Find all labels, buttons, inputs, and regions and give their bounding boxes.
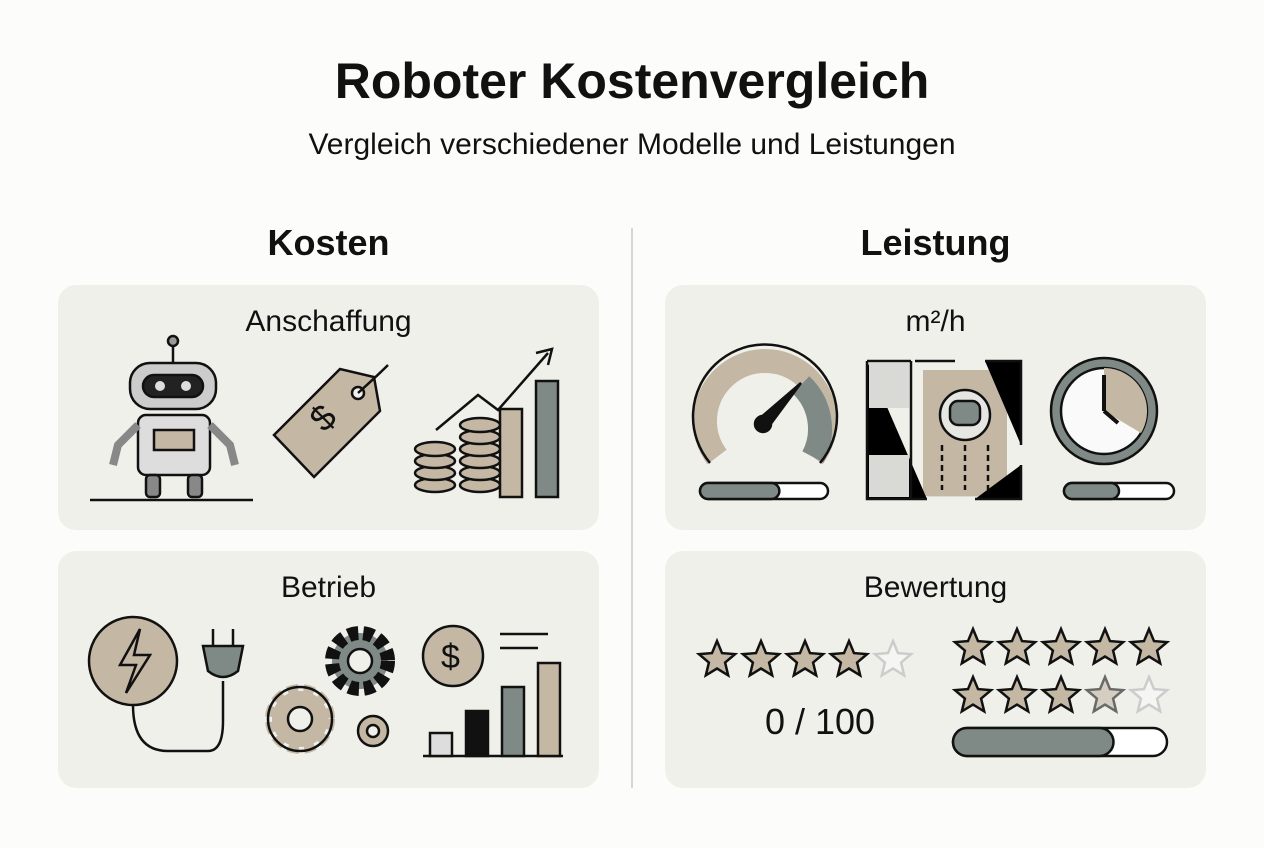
clock-progress-fill <box>1062 481 1121 501</box>
column-divider <box>631 228 633 788</box>
star-filled-icon <box>827 637 871 679</box>
card-area-rate: m²/h <box>665 285 1206 530</box>
clock-icon <box>1049 356 1176 501</box>
star-filled-icon <box>995 625 1039 667</box>
card-rating: Bewertung 0 / 100 <box>665 551 1206 788</box>
rating-progress-fill <box>951 726 1115 758</box>
star-empty-icon <box>1127 673 1171 715</box>
svg-text:$: $ <box>441 638 460 676</box>
card-title: Bewertung <box>863 571 1008 604</box>
speed-progress-fill <box>698 481 781 501</box>
page-subtitle: Vergleich verschiedener Modelle und Leis… <box>308 128 956 161</box>
star-filled-icon <box>1039 673 1083 715</box>
star-filled-icon <box>695 637 739 679</box>
coins-growth-chart-icon <box>413 347 560 499</box>
page-title: Roboter Kostenvergleich <box>334 53 930 109</box>
performance-heading: Leistung <box>860 222 1011 263</box>
star-filled-icon <box>951 673 995 715</box>
card-operation: Betrieb $ <box>58 551 599 788</box>
costs-heading: Kosten <box>267 222 390 263</box>
star-filled-icon <box>1039 625 1083 667</box>
star-filled-icon <box>739 637 783 679</box>
price-tag-icon: $ <box>272 364 389 479</box>
star-empty-icon <box>871 637 915 679</box>
star-filled-icon <box>995 673 1039 715</box>
speedometer-icon <box>691 343 839 501</box>
gears-icon <box>265 626 395 754</box>
star-filled-icon <box>951 625 995 667</box>
dollar-bar-chart-icon: $ <box>421 624 563 758</box>
card-title: Anschaffung <box>245 305 412 338</box>
star-filled-icon <box>1127 625 1171 667</box>
robot-icon <box>90 334 253 502</box>
score-text: 0 / 100 <box>764 701 876 742</box>
star-filled-icon <box>1083 625 1127 667</box>
power-plug-icon <box>87 615 245 753</box>
card-acquisition: Anschaffung $ <box>58 285 599 530</box>
card-title: Betrieb <box>280 571 377 604</box>
floor-plan-robot-vacuum-icon <box>865 359 1023 501</box>
star-filled-icon <box>1083 673 1127 715</box>
card-title: m²/h <box>905 305 966 338</box>
star-filled-icon <box>783 637 827 679</box>
